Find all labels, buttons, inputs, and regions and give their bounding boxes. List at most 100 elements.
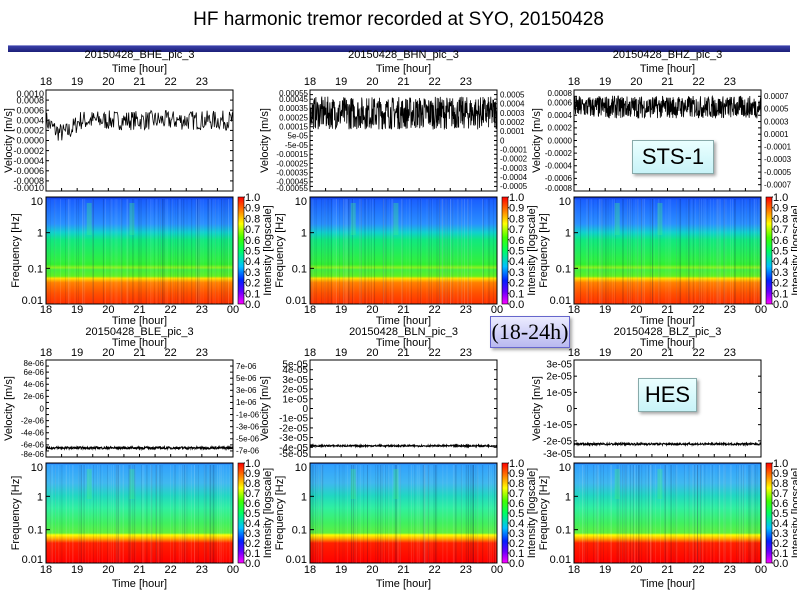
x-tick-label: 20: [102, 304, 114, 316]
y-tick-label: 8e-06: [24, 359, 45, 368]
x-tick-label: 20: [102, 564, 114, 576]
colorbar-tick-label: 0.9: [509, 468, 524, 480]
x-tick-label: 21: [397, 347, 409, 359]
colorbar-tick-label: 0.8: [509, 478, 524, 490]
velocity-plot-frame: [309, 359, 498, 458]
y-tick-label-right: -0.0001: [500, 145, 528, 154]
colorbar-tick-label: 0.1: [773, 548, 788, 560]
x-tick-label: 18: [304, 76, 316, 88]
x-tick-label: 19: [71, 564, 83, 576]
y-tick-label: -3e-05: [279, 433, 308, 444]
velocity-trace: [45, 109, 234, 141]
x-tick-label: 22: [693, 76, 705, 88]
frequency-tick-label: 0.1: [28, 263, 43, 275]
x-tick-label: 00: [227, 304, 239, 316]
x-tick-label: 18: [304, 304, 316, 316]
frequency-axis-label: Frequency [Hz]: [274, 213, 286, 288]
x-tick-label: 20: [630, 564, 642, 576]
x-tick-label: 00: [491, 304, 503, 316]
colorbar-tick-label: 0.5: [245, 508, 260, 520]
colorbar-tick-label: 0.9: [773, 468, 788, 480]
bottom-x-axis-label: Time [hour]: [640, 578, 695, 590]
x-tick-label: 22: [165, 564, 177, 576]
frequency-tick-label: 0.1: [556, 525, 571, 537]
velocity-axis-label: Velocity [m/s]: [259, 108, 271, 173]
colorbar-tick-label: 1.0: [509, 458, 524, 470]
y-tick-label: 0: [40, 404, 45, 413]
tremor-band: [393, 469, 399, 499]
bottom-x-axis-label: Time [hour]: [376, 315, 431, 327]
tremor-band: [129, 469, 135, 499]
colorbar-tick-label: 0.4: [773, 518, 788, 530]
x-tick-label: 19: [335, 304, 347, 316]
y-tick-label-right: 0.0003: [764, 117, 789, 126]
colorbar-tick-label: 0.0: [245, 558, 260, 570]
velocity-trace: [309, 443, 498, 449]
title-divider-bar: [8, 45, 790, 52]
bottom-x-axis-label: Time [hour]: [376, 578, 431, 590]
x-tick-label: 23: [724, 564, 736, 576]
colorbar-tick-label: 0.6: [245, 235, 260, 247]
colorbar-tick-label: 0.2: [245, 278, 260, 290]
x-tick-label: 18: [40, 564, 52, 576]
velocity-axis-label: Velocity [m/s]: [3, 108, 15, 173]
y-tick-label: 0.00015: [279, 123, 308, 132]
frequency-tick-label: 10: [559, 462, 571, 474]
colorbar-tick-label: 1.0: [245, 192, 260, 204]
colorbar-tick-label: 0.1: [509, 288, 524, 300]
panel-title: 20150428_BLN_pic_3: [349, 326, 458, 338]
x-tick-label: 23: [460, 304, 472, 316]
x-tick-label: 21: [133, 304, 145, 316]
x-tick-label: 23: [724, 76, 736, 88]
y-tick-label: 4e-05: [282, 365, 308, 376]
x-tick-label: 19: [335, 76, 347, 88]
y-tick-label: -0.0008: [13, 176, 44, 186]
y-tick-label: 0.0010: [16, 89, 44, 99]
tremor-band: [86, 469, 92, 499]
colorbar-tick-label: 0.6: [245, 498, 260, 510]
bottom-x-axis-label: Time [hour]: [640, 315, 695, 327]
x-tick-label: 21: [661, 76, 673, 88]
x-tick-label: 23: [196, 564, 208, 576]
bottom-x-axis-label: Time [hour]: [112, 578, 167, 590]
frequency-tick-label: 0.01: [550, 554, 571, 566]
x-tick-label: 23: [460, 564, 472, 576]
velocity-axis-label: Velocity [m/s]: [259, 376, 271, 441]
velocity-trace: [573, 94, 762, 119]
y-tick-label: -0.0008: [545, 184, 573, 193]
colorbar-tick-label: 0.5: [509, 246, 524, 258]
frequency-axis-label: Frequency [Hz]: [10, 213, 22, 288]
y-tick-label: 5e-05: [282, 360, 308, 371]
frequency-tick-label: 1: [37, 228, 43, 240]
y-tick-label-right: -0.0007: [764, 180, 792, 189]
colorbar-label: Intensity [logscale]: [790, 468, 797, 559]
y-tick-label: -2e-05: [279, 423, 308, 434]
tremor-band: [657, 203, 663, 236]
x-tick-label: 23: [196, 76, 208, 88]
y-tick-label: -4e-05: [279, 443, 308, 454]
frequency-tick-label: 1: [37, 491, 43, 503]
tremor-band: [350, 203, 356, 236]
time-range-label-box: (18-24h): [490, 316, 570, 348]
x-tick-label: 19: [335, 564, 347, 576]
colorbar-tick-label: 0.7: [509, 488, 524, 500]
colorbar-tick-label: 0.2: [245, 538, 260, 550]
x-tick-label: 23: [196, 347, 208, 359]
x-tick-label: 19: [599, 564, 611, 576]
frequency-tick-label: 1: [565, 491, 571, 503]
x-tick-label: 19: [599, 304, 611, 316]
frequency-tick-label: 0.01: [22, 554, 43, 566]
x-tick-label: 19: [71, 76, 83, 88]
colorbar-tick-label: 0.9: [245, 203, 260, 215]
y-tick-label: 1e-05: [282, 394, 308, 405]
x-tick-label: 18: [40, 347, 52, 359]
x-tick-label: 21: [133, 76, 145, 88]
spectrogram: [45, 196, 234, 305]
sts1-label-box: STS-1: [632, 140, 714, 174]
x-tick-label: 21: [661, 347, 673, 359]
y-tick-label-right: -0.0005: [500, 182, 528, 191]
colorbar-tick-label: 0.3: [245, 267, 260, 279]
velocity-trace: [309, 96, 498, 130]
colorbar-tick-label: 0.1: [245, 548, 260, 560]
frequency-tick-label: 0.01: [550, 295, 571, 307]
